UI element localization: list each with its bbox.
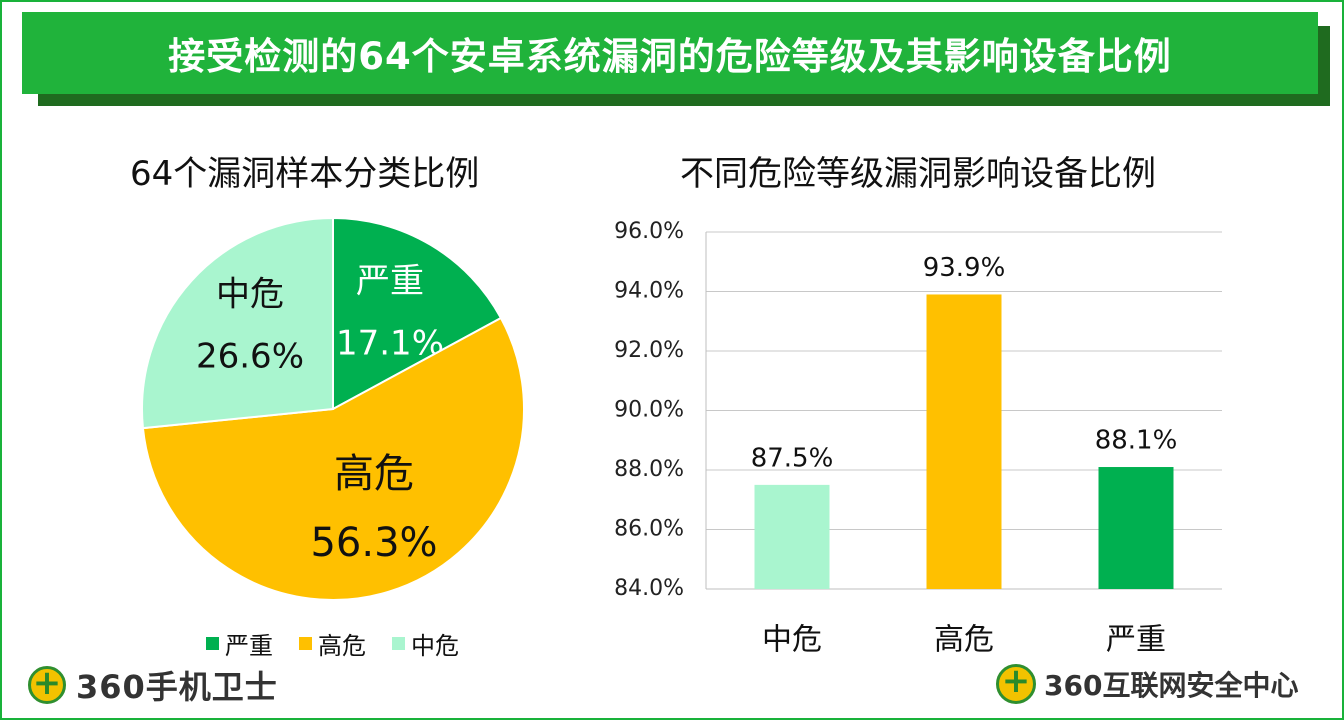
bar-data-label: 93.9% bbox=[923, 253, 1006, 283]
legend-swatch-medium bbox=[392, 637, 405, 650]
legend-item-severe: 严重 bbox=[206, 626, 273, 661]
shield-plus-icon bbox=[28, 663, 66, 704]
x-category-label: 中危 bbox=[762, 623, 822, 658]
x-category-label: 严重 bbox=[1106, 623, 1166, 658]
pie-slice-label: 中危 bbox=[216, 275, 284, 315]
pie-chart-title: 64个漏洞样本分类比例 bbox=[130, 154, 480, 194]
legend-label-medium: 中危 bbox=[411, 632, 459, 660]
pie-legend: 严重 高危 中危 bbox=[206, 626, 459, 661]
bar-data-label: 88.1% bbox=[1095, 426, 1178, 456]
slide-title: 接受检测的64个安卓系统漏洞的危险等级及其影响设备比例 bbox=[168, 35, 1172, 78]
pie-slice-value: 26.6% bbox=[196, 337, 304, 377]
pie-slice-label: 高危 bbox=[334, 451, 414, 497]
y-tick-label: 90.0% bbox=[614, 398, 684, 423]
bar-chart-title: 不同危险等级漏洞影响设备比例 bbox=[680, 154, 1156, 194]
bar bbox=[1098, 467, 1174, 589]
pie-slice-value: 17.1% bbox=[336, 324, 444, 364]
legend-swatch-high bbox=[299, 637, 312, 650]
legend-item-high: 高危 bbox=[299, 626, 366, 661]
shield-plus-icon bbox=[996, 661, 1036, 704]
logo-left-text: 360手机卫士 bbox=[76, 668, 278, 706]
y-tick-label: 84.0% bbox=[614, 576, 684, 601]
y-tick-label: 88.0% bbox=[614, 457, 684, 482]
y-tick-label: 94.0% bbox=[614, 279, 684, 304]
logo-right-text: 360互联网安全中心 bbox=[1044, 669, 1299, 702]
pie-slice bbox=[141, 216, 334, 430]
y-tick-label: 86.0% bbox=[614, 517, 684, 542]
y-tick-label: 92.0% bbox=[614, 338, 684, 363]
legend-label-severe: 严重 bbox=[225, 632, 273, 660]
bar-data-label: 87.5% bbox=[751, 443, 834, 473]
y-tick-label: 96.0% bbox=[614, 219, 684, 244]
pie-slice bbox=[141, 316, 525, 601]
title-bar: 接受检测的64个安卓系统漏洞的危险等级及其影响设备比例 bbox=[22, 12, 1318, 94]
logo-360-mobile-guard: 360手机卫士 bbox=[28, 662, 278, 708]
bar bbox=[926, 294, 1002, 589]
legend-swatch-severe bbox=[206, 637, 219, 650]
pie-slice-value: 56.3% bbox=[310, 520, 437, 566]
bar bbox=[754, 484, 830, 589]
legend-label-high: 高危 bbox=[318, 632, 366, 660]
pie-slice-label: 严重 bbox=[356, 262, 424, 302]
x-category-label: 高危 bbox=[934, 623, 994, 658]
legend-item-medium: 中危 bbox=[392, 626, 459, 661]
pie-slice bbox=[332, 216, 503, 411]
logo-360-internet-security: 360互联网安全中心 bbox=[996, 661, 1299, 704]
